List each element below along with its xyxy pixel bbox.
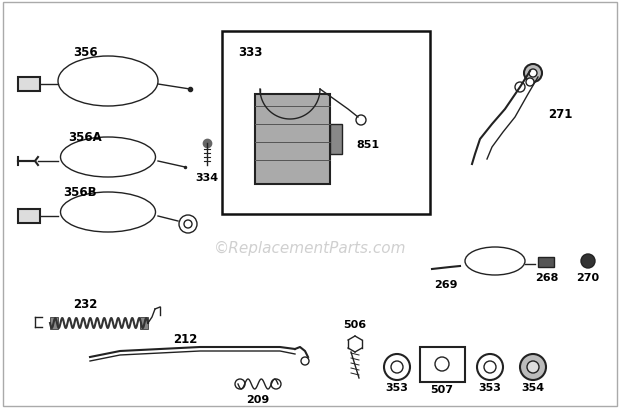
Bar: [140, 317, 148, 329]
Text: 271: 271: [548, 108, 572, 121]
Text: 506: 506: [343, 319, 366, 329]
Bar: [18, 209, 40, 223]
Text: 851: 851: [356, 139, 379, 150]
Text: 356: 356: [73, 45, 97, 58]
Bar: [18, 78, 40, 92]
Text: 270: 270: [577, 272, 600, 282]
Circle shape: [527, 361, 539, 373]
Text: 356B: 356B: [63, 186, 97, 199]
Bar: [538, 257, 554, 267]
Bar: [420, 347, 465, 382]
Circle shape: [526, 79, 534, 87]
Bar: [330, 125, 342, 155]
Text: 353: 353: [386, 382, 409, 392]
Bar: [255, 95, 330, 184]
Text: 356A: 356A: [68, 131, 102, 144]
Circle shape: [520, 354, 546, 380]
Bar: [222, 32, 430, 214]
Circle shape: [515, 83, 525, 93]
Circle shape: [356, 116, 366, 126]
Text: ©ReplacementParts.com: ©ReplacementParts.com: [214, 240, 406, 255]
Text: 507: 507: [430, 384, 453, 394]
Text: 268: 268: [535, 272, 559, 282]
Text: 269: 269: [434, 279, 458, 289]
Text: 212: 212: [173, 333, 197, 346]
Text: 232: 232: [73, 298, 97, 311]
Circle shape: [529, 70, 537, 78]
Text: 334: 334: [195, 173, 219, 182]
Text: 354: 354: [521, 382, 544, 392]
Text: 209: 209: [246, 394, 270, 404]
Circle shape: [524, 65, 542, 83]
Circle shape: [581, 254, 595, 268]
Bar: [50, 317, 58, 329]
Text: 333: 333: [238, 46, 262, 59]
Text: 353: 353: [479, 382, 502, 392]
